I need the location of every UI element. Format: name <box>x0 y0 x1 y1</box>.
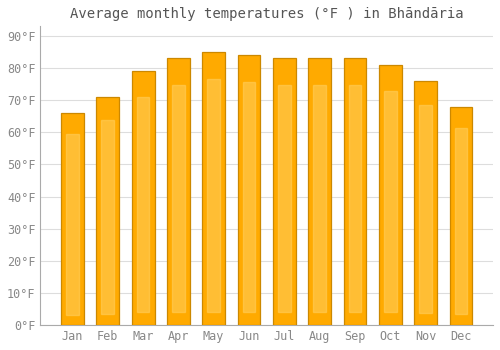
Bar <box>167 58 190 325</box>
Bar <box>61 113 84 325</box>
Bar <box>102 120 114 314</box>
Bar <box>379 65 402 325</box>
Bar <box>132 71 154 325</box>
Bar <box>66 134 78 315</box>
Bar <box>273 58 296 325</box>
Bar <box>450 107 472 325</box>
Bar <box>208 79 220 312</box>
Bar <box>136 97 149 313</box>
Bar <box>348 85 362 312</box>
Bar <box>384 91 396 312</box>
Bar <box>414 81 437 325</box>
Bar <box>308 58 331 325</box>
Bar <box>420 105 432 313</box>
Bar <box>96 97 119 325</box>
Bar <box>344 58 366 325</box>
Title: Average monthly temperatures (°F ) in Bhāndāria: Average monthly temperatures (°F ) in Bh… <box>70 7 464 21</box>
Bar <box>172 85 184 312</box>
Bar <box>314 85 326 312</box>
Bar <box>278 85 290 312</box>
Bar <box>454 128 468 314</box>
Bar <box>238 55 260 325</box>
Bar <box>242 82 256 312</box>
Bar <box>202 52 225 325</box>
